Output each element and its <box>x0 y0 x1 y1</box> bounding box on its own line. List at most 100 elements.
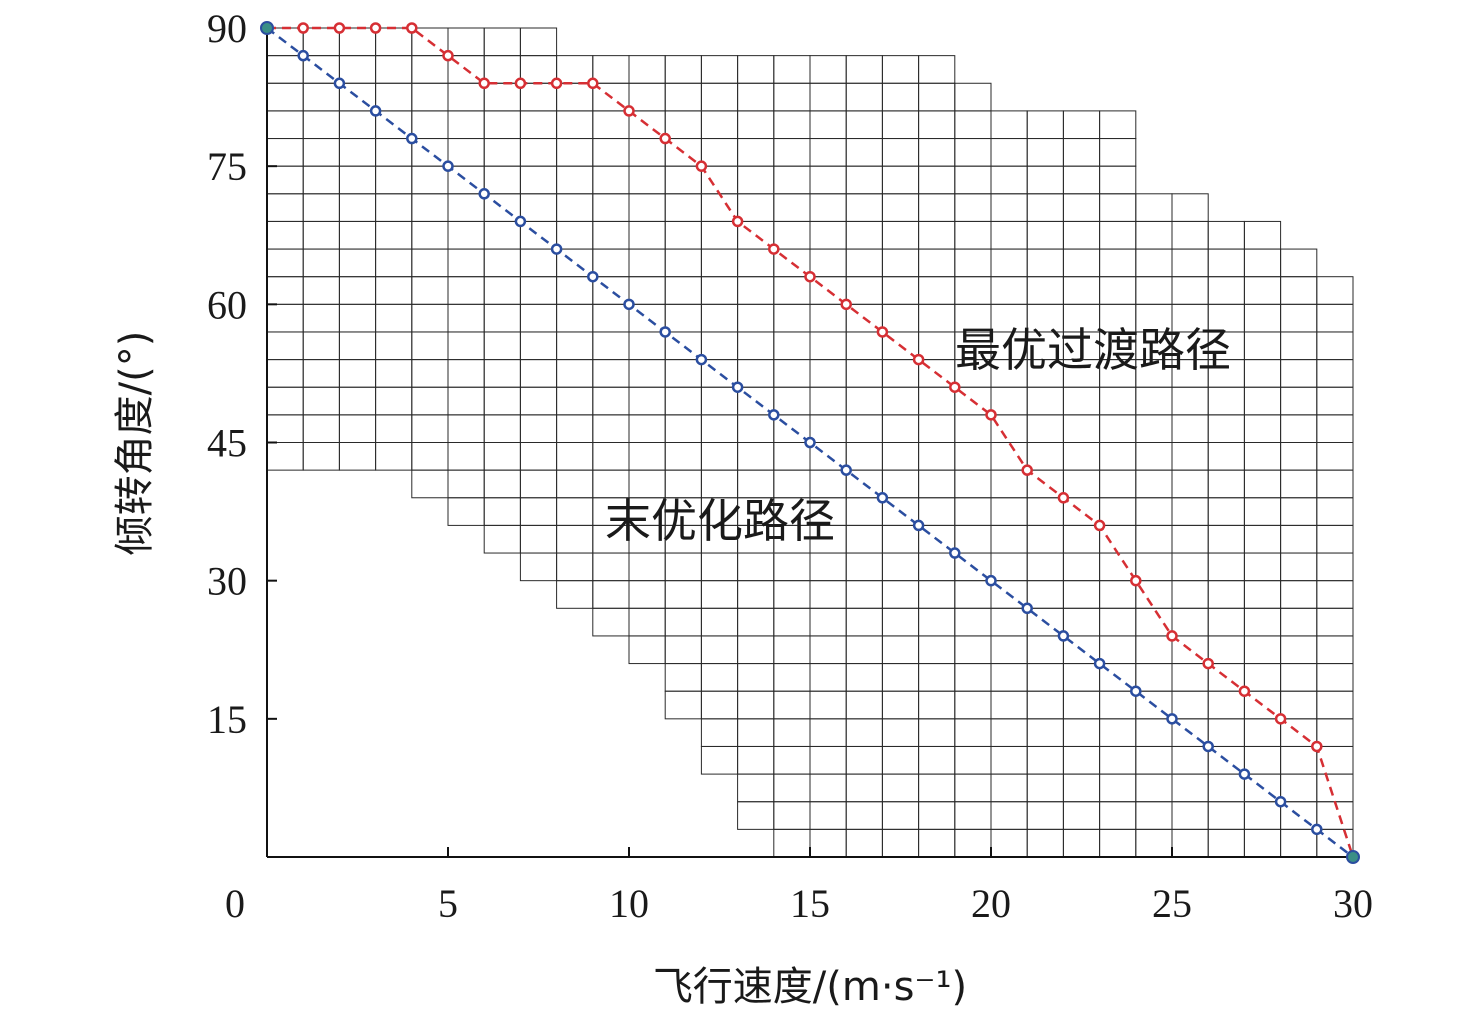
grid-cell <box>918 552 956 582</box>
grid-cell <box>881 165 920 195</box>
grid-cell <box>338 248 377 278</box>
grid-cell <box>411 193 449 222</box>
unoptimized-path-point <box>1166 713 1178 725</box>
grid-cell <box>375 193 413 222</box>
grid-cell <box>1062 442 1101 471</box>
grid-cell <box>809 580 847 609</box>
grid-cell <box>918 497 956 526</box>
grid-cell <box>737 82 775 112</box>
grid-cell <box>1062 469 1101 499</box>
grid-cell <box>809 110 847 140</box>
grid-cell <box>1135 552 1173 582</box>
grid-cell <box>1316 580 1354 609</box>
grid-cell <box>990 497 1028 526</box>
grid-cell <box>881 414 920 444</box>
grid-cell <box>664 165 702 195</box>
grid-cell <box>664 552 702 582</box>
optimal-path-point <box>514 77 527 90</box>
grid-cell <box>881 718 920 747</box>
grid-cell <box>664 690 702 720</box>
grid-cell <box>990 828 1028 858</box>
grid-cell <box>519 497 558 526</box>
grid-cell <box>1207 801 1245 830</box>
grid-cell <box>375 138 413 167</box>
grid-cell <box>737 55 775 84</box>
grid-cell <box>809 607 847 637</box>
grid-cell <box>592 248 630 278</box>
grid-cell <box>954 580 992 609</box>
grid-cell <box>881 635 920 665</box>
grid-cell <box>1135 193 1173 222</box>
grid-cell <box>411 303 449 333</box>
grid-cell <box>664 414 702 444</box>
grid-cell <box>338 414 377 444</box>
grid-cell <box>700 55 739 84</box>
grid-cell <box>628 607 666 637</box>
grid-cell <box>1135 773 1173 803</box>
grid-cell <box>447 220 485 250</box>
grid-cell <box>809 745 847 775</box>
grid-cell <box>1207 248 1245 278</box>
grid-cell <box>592 165 630 195</box>
grid-cell <box>592 386 630 416</box>
grid-cell <box>628 220 666 250</box>
grid-cell <box>954 220 992 250</box>
unoptimized-path-point <box>442 160 454 172</box>
grid-cell <box>809 635 847 665</box>
grid-cell <box>266 193 304 222</box>
grid-cell <box>1026 828 1064 858</box>
grid-cell <box>954 110 992 140</box>
grid-cell <box>1135 801 1173 830</box>
grid-cell <box>1243 276 1282 305</box>
grid-cell <box>483 442 521 471</box>
grid-cell <box>954 524 992 554</box>
grid-cell <box>809 303 847 333</box>
grid-cell <box>628 359 666 388</box>
grid-cell <box>954 165 992 195</box>
grid-cell <box>375 331 413 361</box>
grid-cell <box>447 414 485 444</box>
grid-cell <box>411 414 449 444</box>
grid-cell <box>773 607 811 637</box>
grid-cell <box>773 386 811 416</box>
grid-cell <box>737 552 775 582</box>
grid-cell <box>1316 552 1354 582</box>
grid-cell <box>592 138 630 167</box>
grid-cell <box>664 331 702 361</box>
grid-cell <box>881 55 920 84</box>
grid-cell <box>1062 580 1101 609</box>
grid-cell <box>519 552 558 582</box>
grid-cell <box>519 276 558 305</box>
grid-cell <box>411 386 449 416</box>
grid-cell <box>1026 663 1064 692</box>
unoptimized-path-point <box>297 49 309 62</box>
grid-cell <box>773 55 811 84</box>
grid-cell <box>1171 773 1209 803</box>
y-tick-label: 75 <box>207 144 247 189</box>
grid-cell <box>1280 359 1318 388</box>
grid-cell <box>556 497 594 526</box>
grid-cell <box>990 414 1028 444</box>
grid-cell <box>990 442 1028 471</box>
grid-cell <box>483 27 521 57</box>
grid-cell <box>990 690 1028 720</box>
grid-cell <box>1280 524 1318 554</box>
grid-cell <box>918 442 956 471</box>
grid-cell <box>592 276 630 305</box>
unoptimized-path-point <box>768 409 780 421</box>
grid-cell <box>447 138 485 167</box>
grid-cell <box>954 635 992 665</box>
grid-cell <box>954 193 992 222</box>
grid-cell <box>1243 248 1282 278</box>
grid-cell <box>302 386 340 416</box>
grid-cell <box>773 773 811 803</box>
grid-cell <box>266 442 304 471</box>
grid-cell <box>519 82 558 112</box>
grid-cell <box>954 663 992 692</box>
grid-cell <box>1026 110 1064 140</box>
grid-cell <box>700 414 739 444</box>
grid-cell <box>990 220 1028 250</box>
grid-cell <box>809 82 847 112</box>
grid-cell <box>1099 248 1137 278</box>
